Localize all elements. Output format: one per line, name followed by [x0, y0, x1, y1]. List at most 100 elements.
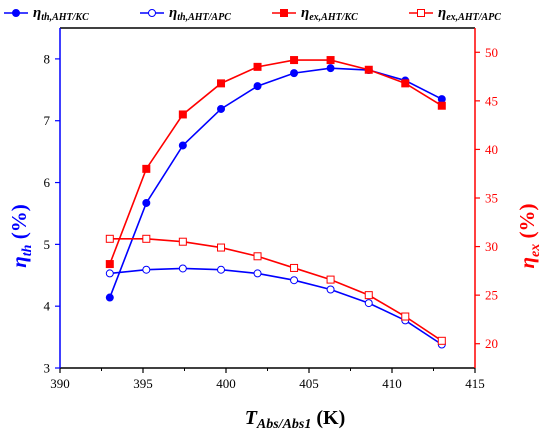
data-point [253, 252, 262, 261]
data-point [178, 237, 187, 246]
data-point [105, 234, 114, 243]
data-point [253, 269, 262, 278]
right-y-tick-label: 45 [485, 93, 498, 108]
data-point [290, 69, 299, 78]
data-point [105, 260, 114, 269]
series-1 [105, 64, 446, 302]
legend-marker [280, 9, 288, 17]
data-point [105, 269, 114, 278]
x-axis-ticks: 390 395 400 405 410 415 [50, 368, 485, 391]
left-y-axis-title-main: η [7, 256, 31, 268]
left-y-tick-label: 3 [44, 361, 51, 376]
left-y-axis-title-sub: th [20, 244, 35, 256]
data-point [178, 264, 187, 273]
left-y-tick-label: 5 [44, 237, 51, 252]
data-point [105, 293, 114, 302]
data-point [217, 79, 226, 88]
plot-frame [59, 27, 476, 369]
data-point [401, 312, 410, 321]
right-y-tick-label: 40 [485, 142, 498, 157]
data-point [290, 56, 299, 65]
data-point [178, 110, 187, 119]
legend-marker [417, 9, 425, 17]
legend-label-sub: ex,AHT/APC [446, 12, 501, 23]
data-point [364, 291, 373, 300]
left-y-axis-ticks: 3 4 5 6 7 8 [44, 51, 60, 376]
right-y-tick-label: 30 [485, 239, 498, 254]
x-axis-title-unit: (K) [311, 407, 345, 429]
x-tick-label: 405 [299, 376, 319, 391]
data-point [217, 243, 226, 252]
data-point [437, 336, 446, 345]
right-y-tick-label: 25 [485, 288, 498, 303]
series-layer [105, 56, 446, 349]
right-y-axis-title-main: η [515, 257, 539, 269]
x-tick-label: 410 [382, 376, 402, 391]
data-point [326, 64, 335, 73]
data-point [437, 101, 446, 110]
x-axis-title: TAbs/Abs1 (K) [245, 407, 346, 432]
data-point [364, 65, 373, 74]
data-point [253, 62, 262, 71]
series-3 [105, 56, 446, 269]
legend-label-sub: th,AHT/APC [177, 12, 231, 23]
data-point [290, 263, 299, 272]
data-point [142, 265, 151, 274]
x-axis-title-sub: Abs/Abs1 [256, 417, 311, 432]
legend-item-4: ηex,AHT/APC [409, 5, 501, 23]
data-point [326, 56, 335, 65]
data-point [142, 164, 151, 173]
left-y-axis-title: ηth (%) [7, 204, 35, 267]
left-y-axis-title-unit: (%) [7, 204, 31, 244]
legend: ηth,AHT/KC ηth,AHT/APC ηex,AHT/KC ηex,AHT/A… [4, 5, 501, 23]
series-line [109, 59, 443, 265]
legend-label-main: η [169, 5, 177, 21]
right-y-axis-ticks: 20 25 30 35 40 45 50 [475, 45, 498, 351]
left-y-tick-label: 4 [44, 299, 51, 314]
right-y-tick-label: 35 [485, 191, 498, 206]
right-y-axis-title-sub: ex [528, 244, 543, 257]
legend-label: ηex,AHT/KC [301, 5, 358, 23]
legend-label: ηex,AHT/APC [438, 5, 501, 23]
series-line [109, 267, 443, 346]
series-line [109, 238, 443, 342]
legend-label-sub: ex,AHT/KC [309, 12, 358, 23]
x-tick-label: 395 [133, 376, 153, 391]
legend-label-main: η [438, 5, 446, 21]
legend-marker [148, 9, 156, 17]
legend-marker [12, 9, 20, 17]
x-tick-label: 390 [50, 376, 70, 391]
data-point [217, 265, 226, 274]
right-y-tick-label: 20 [485, 336, 498, 351]
data-point [290, 276, 299, 285]
left-y-tick-label: 8 [44, 51, 51, 66]
right-y-axis-title: ηex (%) [515, 204, 543, 269]
legend-label-main: η [33, 5, 41, 21]
x-tick-label: 415 [465, 376, 485, 391]
legend-label: ηth,AHT/APC [169, 5, 231, 23]
data-point [364, 299, 373, 308]
right-y-axis-title-unit: (%) [515, 204, 539, 244]
series-4 [105, 234, 446, 345]
series-2 [105, 264, 446, 349]
right-y-tick-label: 50 [485, 45, 498, 60]
data-point [217, 104, 226, 113]
data-point [401, 79, 410, 88]
data-point [142, 234, 151, 243]
left-y-tick-label: 7 [44, 113, 51, 128]
series-line [109, 67, 443, 298]
data-point [253, 82, 262, 91]
legend-item-1: ηth,AHT/KC [4, 5, 89, 23]
data-point [178, 141, 187, 150]
data-point [326, 285, 335, 294]
x-tick-label: 400 [216, 376, 236, 391]
legend-label-sub: th,AHT/KC [41, 12, 89, 23]
legend-label-main: η [301, 5, 309, 21]
x-axis-title-main: T [245, 407, 258, 429]
data-point [142, 198, 151, 207]
legend-item-2: ηth,AHT/APC [140, 5, 231, 23]
legend-item-3: ηex,AHT/KC [272, 5, 358, 23]
data-point [326, 275, 335, 284]
legend-label: ηth,AHT/KC [33, 5, 89, 23]
